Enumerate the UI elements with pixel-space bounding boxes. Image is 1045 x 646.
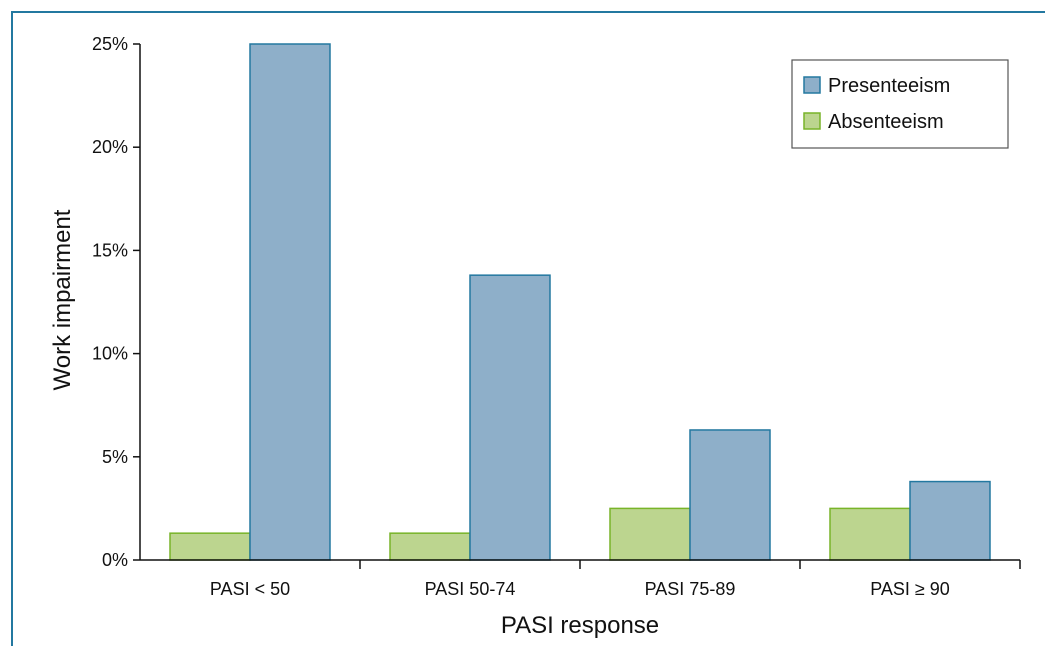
bar-absenteeism-pasi-90 bbox=[830, 508, 910, 560]
x-tick-label: PASI 75-89 bbox=[645, 579, 736, 599]
legend-swatch-absenteeism bbox=[804, 113, 820, 129]
y-tick-label: 10% bbox=[92, 344, 128, 364]
bar-presenteeism-pasi-90 bbox=[910, 482, 990, 560]
y-tick-label: 25% bbox=[92, 34, 128, 54]
y-axis-title: Work impairment bbox=[49, 209, 76, 390]
bar-absenteeism-pasi-50 bbox=[170, 533, 250, 560]
x-tick-label: PASI 50-74 bbox=[425, 579, 516, 599]
legend-swatch-presenteeism bbox=[804, 77, 820, 93]
bar-absenteeism-pasi-75-89 bbox=[610, 508, 690, 560]
y-tick-label: 0% bbox=[102, 550, 128, 570]
bar-presenteeism-pasi-75-89 bbox=[690, 430, 770, 560]
x-ticks-group: PASI < 50 PASI 50-74 PASI 75-89 PASI ≥ 90 bbox=[210, 560, 1020, 599]
legend: Presenteeism Absenteeism bbox=[792, 60, 1008, 148]
y-tick-label: 15% bbox=[92, 240, 128, 260]
y-tick-label: 20% bbox=[92, 137, 128, 157]
bar-presenteeism-pasi-50 bbox=[250, 44, 330, 560]
x-tick-label: PASI < 50 bbox=[210, 579, 290, 599]
bar-absenteeism-pasi-50-74 bbox=[390, 533, 470, 560]
y-ticks-group: 0% 5% 10% 15% 20% 25% bbox=[92, 34, 140, 570]
x-tick-label: PASI ≥ 90 bbox=[870, 579, 950, 599]
legend-box bbox=[792, 60, 1008, 148]
legend-label-absenteeism: Absenteeism bbox=[828, 111, 944, 133]
bar-presenteeism-pasi-50-74 bbox=[470, 275, 550, 560]
legend-label-presenteeism: Presenteeism bbox=[828, 75, 950, 97]
y-tick-label: 5% bbox=[102, 447, 128, 467]
x-axis-title: PASI response bbox=[501, 612, 659, 639]
